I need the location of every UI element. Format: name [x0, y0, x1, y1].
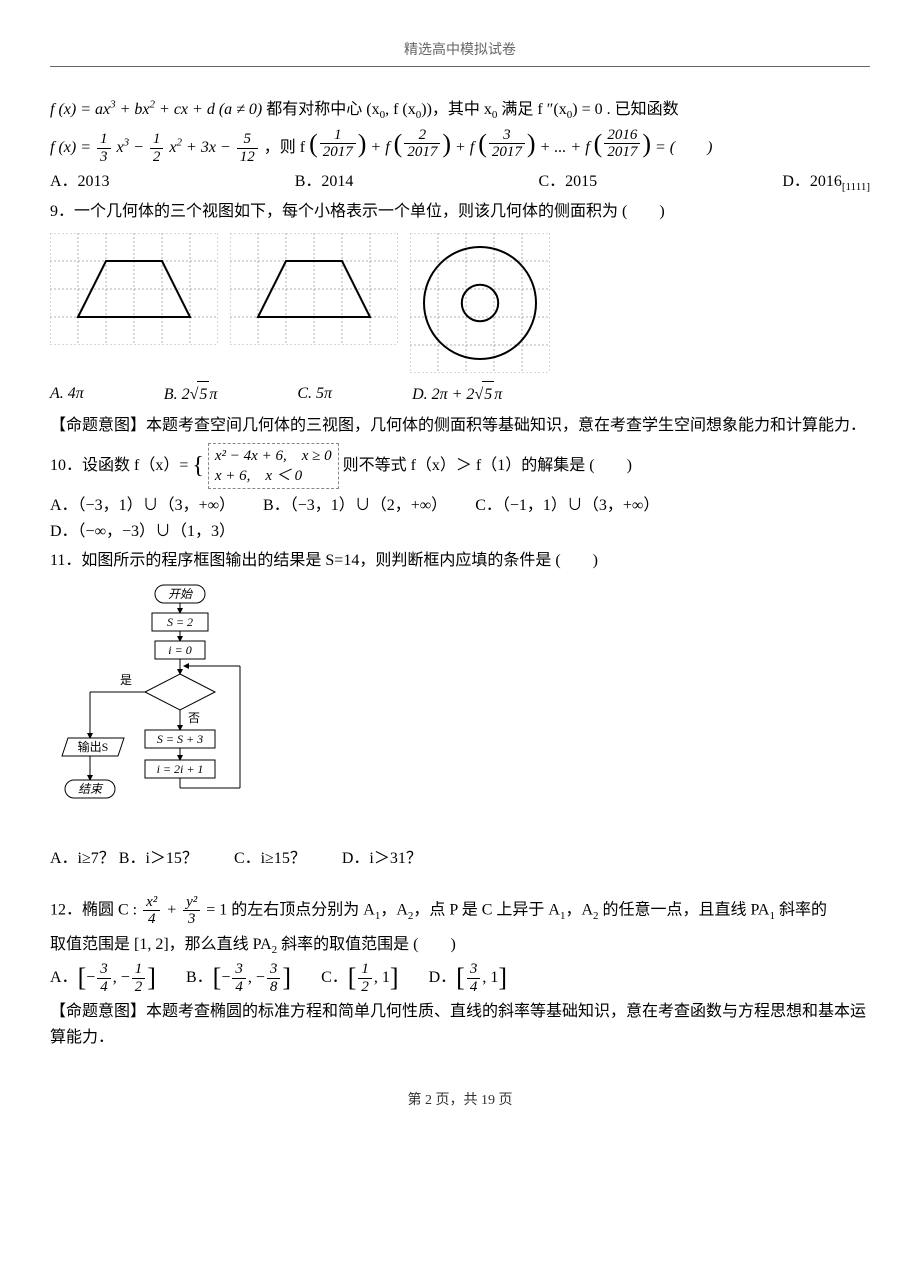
q9-optD: D. 2π + 2√5π: [412, 381, 502, 408]
q11-flowchart: 开始 S = 2 i = 0 是输出S 结束 否 S = S + 3 i = 2i + 1: [50, 580, 870, 840]
q11-options: A．i≥7？ B．i＞15？ C．i≥15？ D．i＞31？: [50, 846, 870, 872]
q12-stem2: 取值范围是 [1, 2]，那么直线 PA2 斜率的取值范围是 ( ): [50, 932, 870, 958]
three-view-top: [410, 233, 550, 373]
q8-options: A．2013 B．2014 C．2015 D．2016[1111]: [50, 169, 870, 195]
q8-optA: A．2013: [50, 169, 110, 195]
q9-stem: 9．一个几何体的三个视图如下，每个小格表示一个单位，则该几何体的侧面积为 ( ): [50, 199, 870, 225]
q11-optA: A．i≥7？: [50, 850, 115, 867]
q12-optA: A． [−34, −12]: [50, 961, 156, 995]
q8-line1: f (x) = ax3 + bx2 + cx + d (a ≠ 0) 都有对称中…: [50, 97, 870, 123]
q12-optC: C． [12, 1]: [321, 961, 399, 995]
q12-optB: B． [−34, −38]: [186, 961, 291, 995]
svg-text:结束: 结束: [78, 782, 104, 796]
q8-optC: C．2015: [539, 169, 598, 195]
three-view-side: [230, 233, 398, 345]
q9-optB: B. 2√5π: [164, 381, 218, 408]
q9-note: 【命题意图】本题考查空间几何体的三视图，几何体的侧面积等基础知识，意在考查学生空…: [50, 413, 870, 439]
q12-stem: 12．椭圆 C : x²4 + y²3 = 1 的左右顶点分别为 A1，A2，点…: [50, 894, 870, 928]
q10-optD: D．（−∞，−3）∪（1，3）: [50, 523, 235, 540]
q10-stem: 10．设函数 f（x）= { x² − 4x + 6, x ≥ 0 x + 6,…: [50, 443, 870, 490]
q10-options: A．（−3，1）∪（3，+∞） B．（−3，1）∪（2，+∞） C．（−1，1）…: [50, 493, 870, 544]
svg-text:开始: 开始: [168, 587, 193, 601]
q9-optA: A. 4π: [50, 381, 84, 408]
q12-optD: D． [34, 1]: [429, 961, 507, 995]
svg-text:否: 否: [188, 711, 200, 725]
svg-text:S = 2: S = 2: [167, 615, 193, 629]
q10-optA: A．（−3，1）∪（3，+∞）: [50, 497, 227, 514]
q12-options: A． [−34, −12] B． [−34, −38] C． [12, 1] D…: [50, 961, 870, 995]
q9-optC: C. 5π: [297, 381, 332, 408]
q9-three-view: [50, 233, 870, 373]
q11-optC: C．i≥15？: [234, 850, 306, 867]
svg-text:i = 2i + 1: i = 2i + 1: [157, 762, 204, 776]
q10-optB: B．（−3，1）∪（2，+∞）: [263, 497, 439, 514]
page-footer: 第 2 页，共 19 页: [50, 1090, 870, 1112]
q11-optB: B．i＞15？: [119, 850, 198, 867]
q9-options: A. 4π B. 2√5π C. 5π D. 2π + 2√5π: [50, 381, 870, 408]
svg-text:S = S + 3: S = S + 3: [157, 732, 203, 746]
svg-text:是: 是: [120, 673, 132, 687]
q8-optB: B．2014: [295, 169, 354, 195]
q10-optC: C．（−1，1）∪（3，+∞）: [475, 497, 651, 514]
svg-text:输出S: 输出S: [78, 739, 109, 754]
q11-optD: D．i＞31？: [342, 850, 422, 867]
svg-text:i = 0: i = 0: [168, 643, 191, 657]
q11-stem: 11．如图所示的程序框图输出的结果是 S=14，则判断框内应填的条件是 ( ): [50, 548, 870, 574]
q8-line2: f (x) = 13 x3 − 12 x2 + 3x − 512 ，则 f (1…: [50, 127, 870, 165]
page-header: 精选高中模拟试卷: [50, 40, 870, 67]
q8-optD: D．2016: [782, 173, 842, 190]
q12-note: 【命题意图】本题考查椭圆的标准方程和简单几何性质、直线的斜率等基础知识，意在考查…: [50, 999, 870, 1050]
three-view-front: [50, 233, 218, 345]
